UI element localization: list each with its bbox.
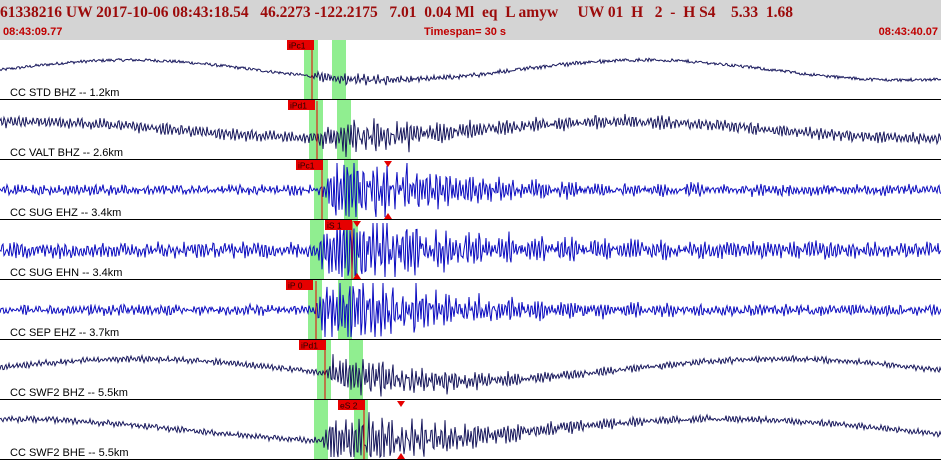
event-summary-line: 61338216 UW 2017-10-06 08:43:18.54 46.22…: [0, 2, 941, 24]
review-code: S4: [699, 4, 716, 21]
channel-label: CC SWF2 BHE -- 5.5km: [10, 447, 129, 459]
arrival-marker-icon: [353, 221, 361, 227]
waveform: [0, 353, 941, 397]
event-type: eq: [481, 4, 498, 21]
end-time: 08:43:40.07: [878, 26, 938, 38]
trace-row[interactable]: iPc1 CC STD BHZ -- 1.2km: [0, 40, 941, 100]
arrival-marker-icon: [384, 161, 392, 167]
pick-label: iPc1: [298, 161, 315, 171]
source: UW 01: [577, 4, 624, 21]
trace-row[interactable]: iPc1 CC SUG EHZ -- 3.4km: [0, 160, 941, 220]
channel-label: CC SEP EHZ -- 3.7km: [10, 327, 119, 339]
timespan-label: Timespan=: [424, 26, 482, 38]
separator: -: [670, 4, 676, 21]
geo-type: L: [505, 4, 515, 21]
timespan-value: 30 s: [484, 26, 507, 38]
p-window-band: [304, 40, 318, 100]
trace-row[interactable]: eS 2 CC SWF2 BHE -- 5.5km: [0, 400, 941, 460]
arrival-marker-icon: [397, 401, 405, 407]
pick-label-box: [288, 100, 315, 110]
trace-row[interactable]: iS 1 CC SUG EHN -- 3.4km: [0, 220, 941, 280]
start-time: 08:43:09.77: [3, 26, 63, 38]
waveform: [0, 162, 941, 218]
trace-panel[interactable]: iPc1 CC STD BHZ -- 1.2km iPd1 CC VALT BHZ -…: [0, 40, 941, 460]
waveform: [0, 113, 941, 158]
arrival-marker-icon: [353, 273, 361, 279]
quality-flag: H: [631, 4, 644, 21]
arrival-marker-icon: [397, 453, 405, 459]
waveform: [0, 57, 941, 86]
pick-label-box: [338, 400, 365, 410]
p-window-band: [308, 280, 322, 340]
longitude: -122.2175: [314, 4, 378, 21]
review-flag: H: [683, 4, 696, 21]
channel-label: CC VALT BHZ -- 2.6km: [10, 147, 123, 159]
pick-label-box: [296, 160, 323, 170]
pick-label: iPc1: [289, 41, 306, 51]
pick-label-box: [287, 40, 314, 50]
channel-label: CC SUG EHN -- 3.4km: [10, 267, 122, 279]
trace-row[interactable]: iPd1 CC SWF2 BHZ -- 5.5km: [0, 340, 941, 400]
p-window-band: [314, 160, 328, 220]
p-window-band: [317, 340, 331, 400]
trace-row[interactable]: iPd1 CC VALT BHZ -- 2.6km: [0, 100, 941, 160]
waveform: [0, 282, 941, 338]
network-code: UW: [65, 4, 93, 21]
pick-label: iP 0: [288, 281, 303, 291]
extra-value-2: 1.68: [765, 4, 793, 21]
extra-value-1: 5.33: [731, 4, 759, 21]
depth: 7.01: [389, 4, 417, 21]
pick-label-box: [325, 220, 352, 230]
event-header: 61338216 UW 2017-10-06 08:43:18.54 46.22…: [0, 0, 941, 40]
channel-label: CC STD BHZ -- 1.2km: [10, 87, 119, 99]
pick-label: iPd1: [290, 101, 307, 111]
pick-label-box: [286, 280, 313, 290]
waveform: [0, 222, 941, 278]
magnitude: 0.04: [424, 4, 452, 21]
channel-label: CC SUG EHZ -- 3.4km: [10, 207, 121, 219]
latitude: 46.2273: [260, 4, 311, 21]
s-window-band: [332, 40, 346, 100]
pick-label: iPd1: [301, 341, 318, 351]
trace-row[interactable]: iP 0 CC SEP EHZ -- 3.7km: [0, 280, 941, 340]
waveform: [0, 412, 941, 459]
magnitude-type: Ml: [455, 4, 475, 21]
timespan: Timespan= 30 s: [424, 25, 506, 39]
author: amyw: [518, 4, 559, 21]
event-id: 61338216: [0, 4, 62, 21]
pick-label: eS 2: [340, 401, 358, 411]
pick-label: iS 1: [327, 221, 342, 231]
origin-datetime: 2017-10-06 08:43:18.54: [96, 4, 249, 21]
pick-label-box: [299, 340, 326, 350]
version: 2: [654, 4, 663, 21]
channel-label: CC SWF2 BHZ -- 5.5km: [10, 387, 128, 399]
arrival-marker-icon: [384, 213, 392, 219]
